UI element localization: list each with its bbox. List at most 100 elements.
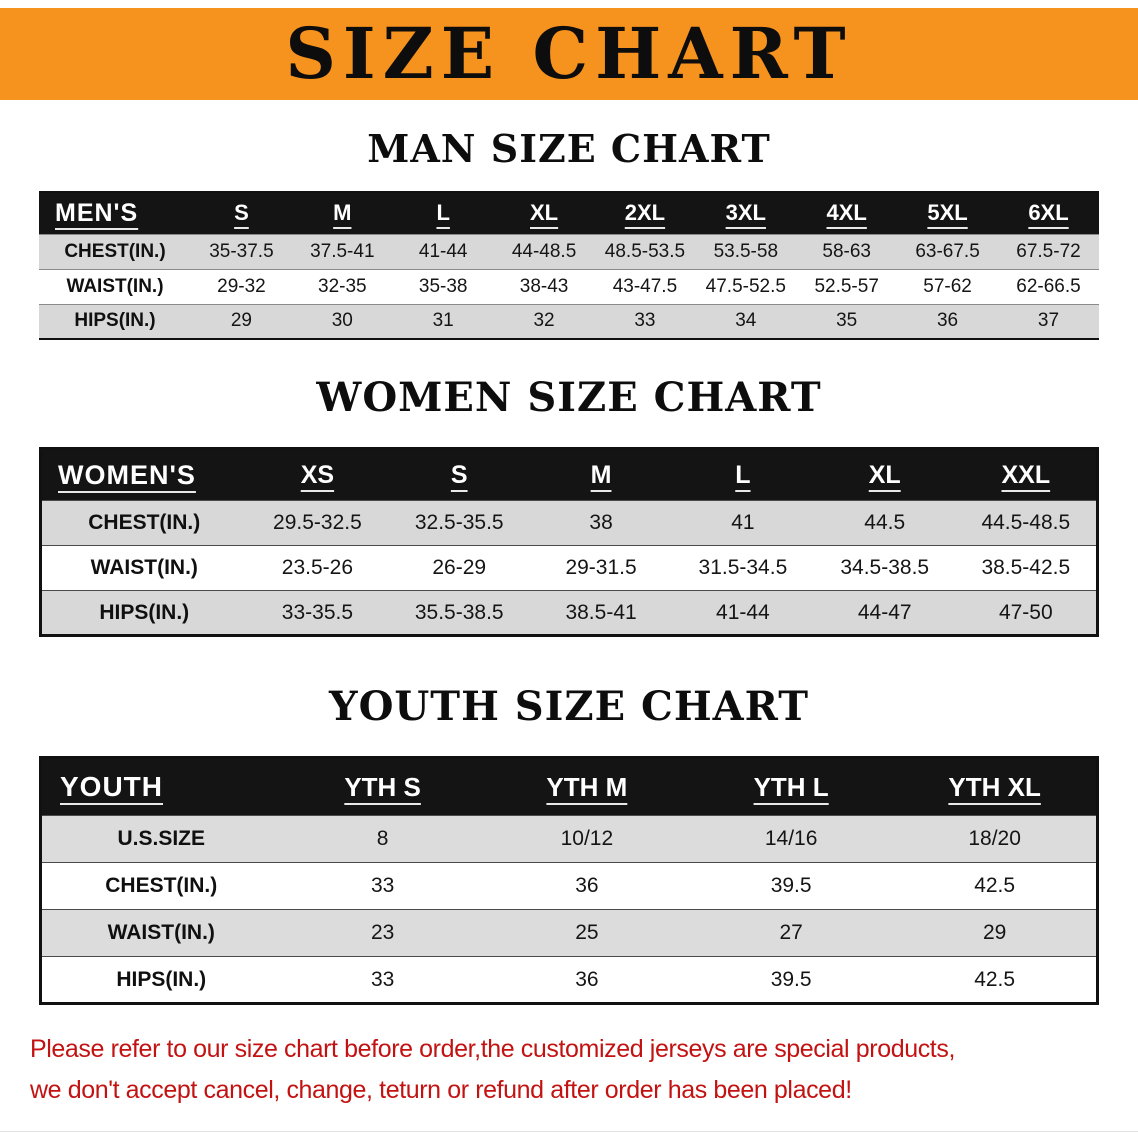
page-title: SIZE CHART — [285, 12, 853, 95]
size-value-cell: 53.5-58 — [713, 240, 779, 262]
measurement-row: WAIST(IN.) 23.5-26 26-29 29-31.5 31.5-34.5 34… — [40, 545, 1098, 591]
size-value-cell: 8 — [376, 827, 389, 850]
size-value-cell: 31.5-34.5 — [698, 556, 788, 579]
size-header-cell: YTH S — [280, 757, 485, 816]
size-value-cell: 44.5 — [864, 511, 906, 534]
measurement-row: U.S.SIZE 8 10/12 14/16 18/20 — [40, 815, 1098, 863]
size-value-cell: 26-29 — [432, 556, 487, 579]
size-value-cell: 44-47 — [857, 600, 912, 624]
youth-size-section: YOUTH SIZE CHART YOUTH YTH S YTH M YTH L YTH… — [0, 683, 1138, 1005]
size-value-cell: 35.5-38.5 — [414, 600, 504, 624]
size-header-cell: XXL — [955, 448, 1098, 501]
size-header-cell: 4XL — [796, 192, 898, 234]
size-value-cell: 35-37.5 — [209, 240, 274, 262]
size-value-cell: 63-67.5 — [915, 240, 980, 262]
size-value-cell: 35-38 — [418, 275, 468, 297]
measurement-row: WAIST(IN.) 29-32 32-35 35-38 38-43 43-47.5 47.… — [39, 269, 1099, 304]
size-value-cell: 30 — [331, 310, 353, 332]
size-value-cell: 35 — [836, 310, 858, 332]
size-value-cell: 32.5-35.5 — [414, 511, 504, 534]
size-value-cell: 52.5-57 — [814, 275, 879, 297]
women-size-section: WOMEN SIZE CHART WOMEN'S XS S M L XL XXL CHEST(… — [0, 374, 1138, 637]
size-header-cell: M — [291, 192, 393, 234]
table-title-cell: YOUTH — [40, 757, 281, 816]
size-header-cell: YTH XL — [893, 757, 1098, 816]
size-value-cell: 33 — [634, 310, 656, 332]
size-value-cell: 33 — [370, 967, 395, 991]
size-value-cell: 32-35 — [318, 275, 367, 297]
size-value-cell: 23.5-26 — [281, 556, 354, 579]
size-value-cell: 38-43 — [519, 275, 569, 297]
man-section-heading: MAN SIZE CHART — [367, 126, 771, 171]
youth-size-table: YOUTH YTH S YTH M YTH L YTH XL U.S.SIZE 8 10/12… — [39, 756, 1099, 1005]
table-title-cell: WOMEN'S — [40, 448, 247, 501]
size-value-cell: 47.5-52.5 — [705, 275, 786, 297]
size-value-cell: 44.5-48.5 — [981, 511, 1071, 534]
size-value-cell: 25 — [575, 921, 599, 944]
size-value-cell: 33 — [370, 874, 395, 897]
size-value-cell: 37.5-41 — [310, 240, 375, 262]
size-value-cell: 39.5 — [770, 967, 812, 991]
size-value-cell: 38.5-41 — [565, 600, 637, 624]
size-header-cell: XL — [813, 448, 956, 501]
table-header-row: WOMEN'S XS S M L XL XXL — [40, 448, 1098, 501]
table-header-row: MEN'S S M L XL 2XL 3XL 4XL 5XL 6XL — [39, 192, 1099, 234]
size-value-cell: 39.5 — [770, 874, 812, 897]
size-value-cell: 41-44 — [716, 600, 770, 624]
size-value-cell: 36 — [575, 874, 599, 897]
size-header-cell: 2XL — [594, 192, 696, 234]
size-value-cell: 42.5 — [974, 874, 1016, 897]
man-size-table: MEN'S S M L XL 2XL 3XL 4XL 5XL 6XL CHEST(IN.) 35-37… — [39, 191, 1099, 340]
row-label-cell: HIPS(IN.) — [74, 310, 156, 332]
size-value-cell: 32 — [533, 310, 555, 332]
row-label-cell: WAIST(IN.) — [107, 921, 215, 944]
row-label-cell: U.S.SIZE — [117, 827, 206, 850]
size-value-cell: 34 — [735, 310, 757, 332]
size-value-cell: 29.5-32.5 — [273, 511, 362, 534]
size-value-cell: 27 — [779, 921, 803, 944]
row-label-cell: CHEST(IN.) — [105, 874, 218, 897]
disclaimer-line-2: we don't accept cancel, change, teturn o… — [30, 1075, 852, 1104]
size-header-cell: XL — [493, 192, 595, 234]
table-title-cell: MEN'S — [39, 192, 191, 234]
measurement-row: HIPS(IN.) 33-35.5 35.5-38.5 38.5-41 41-44 44-… — [40, 590, 1098, 636]
size-header-cell: 3XL — [695, 192, 797, 234]
women-section-heading: WOMEN SIZE CHART — [316, 374, 822, 421]
size-value-cell: 44-48.5 — [511, 240, 577, 262]
size-value-cell: 33-35.5 — [281, 600, 354, 624]
size-value-cell: 34.5-38.5 — [840, 556, 930, 579]
size-value-cell: 36 — [575, 967, 599, 991]
youth-section-heading: YOUTH SIZE CHART — [329, 683, 809, 730]
size-header-cell: XS — [246, 448, 389, 501]
table-header-row: YOUTH YTH S YTH M YTH L YTH XL — [40, 757, 1098, 816]
size-value-cell: 36 — [936, 310, 959, 332]
measurement-row: CHEST(IN.) 33 36 39.5 42.5 — [40, 862, 1098, 910]
size-value-cell: 23 — [370, 921, 395, 944]
size-value-cell: 43-47.5 — [612, 275, 678, 297]
size-header-cell: YTH L — [689, 757, 894, 816]
measurement-row: CHEST(IN.) 35-37.5 37.5-41 41-44 44-48.5 48.5… — [39, 234, 1099, 269]
size-header-cell: 6XL — [998, 192, 1099, 234]
man-size-section: MAN SIZE CHART MEN'S S M L XL 2XL 3XL 4XL 5XL 6XL… — [0, 126, 1138, 340]
size-header-cell: 5XL — [897, 192, 998, 234]
measurement-row: CHEST(IN.) 29.5-32.5 32.5-35.5 38 41 44.5 44.5… — [40, 500, 1098, 546]
measurement-row: HIPS(IN.) 29 30 31 32 33 34 35 36 37 — [39, 304, 1099, 339]
row-label-cell: CHEST(IN.) — [88, 511, 201, 534]
size-header-cell: S — [191, 192, 292, 234]
size-header-cell: YTH M — [484, 757, 689, 816]
size-header-cell: M — [530, 448, 672, 501]
row-label-cell: HIPS(IN.) — [116, 967, 207, 991]
size-value-cell: 29-31.5 — [565, 556, 637, 579]
size-value-cell: 41-44 — [418, 240, 468, 262]
row-label-cell: CHEST(IN.) — [64, 240, 166, 262]
size-value-cell: 67.5-72 — [1016, 240, 1081, 262]
size-value-cell: 29 — [230, 310, 252, 332]
disclaimer-line-1: Please refer to our size chart before or… — [30, 1035, 955, 1063]
size-value-cell: 42.5 — [974, 967, 1016, 991]
measurement-row: HIPS(IN.) 33 36 39.5 42.5 — [40, 956, 1098, 1004]
size-value-cell: 48.5-53.5 — [604, 240, 686, 262]
size-value-cell: 57-62 — [923, 275, 972, 297]
title-banner: SIZE CHART — [0, 8, 1138, 100]
size-value-cell: 38 — [589, 511, 613, 534]
